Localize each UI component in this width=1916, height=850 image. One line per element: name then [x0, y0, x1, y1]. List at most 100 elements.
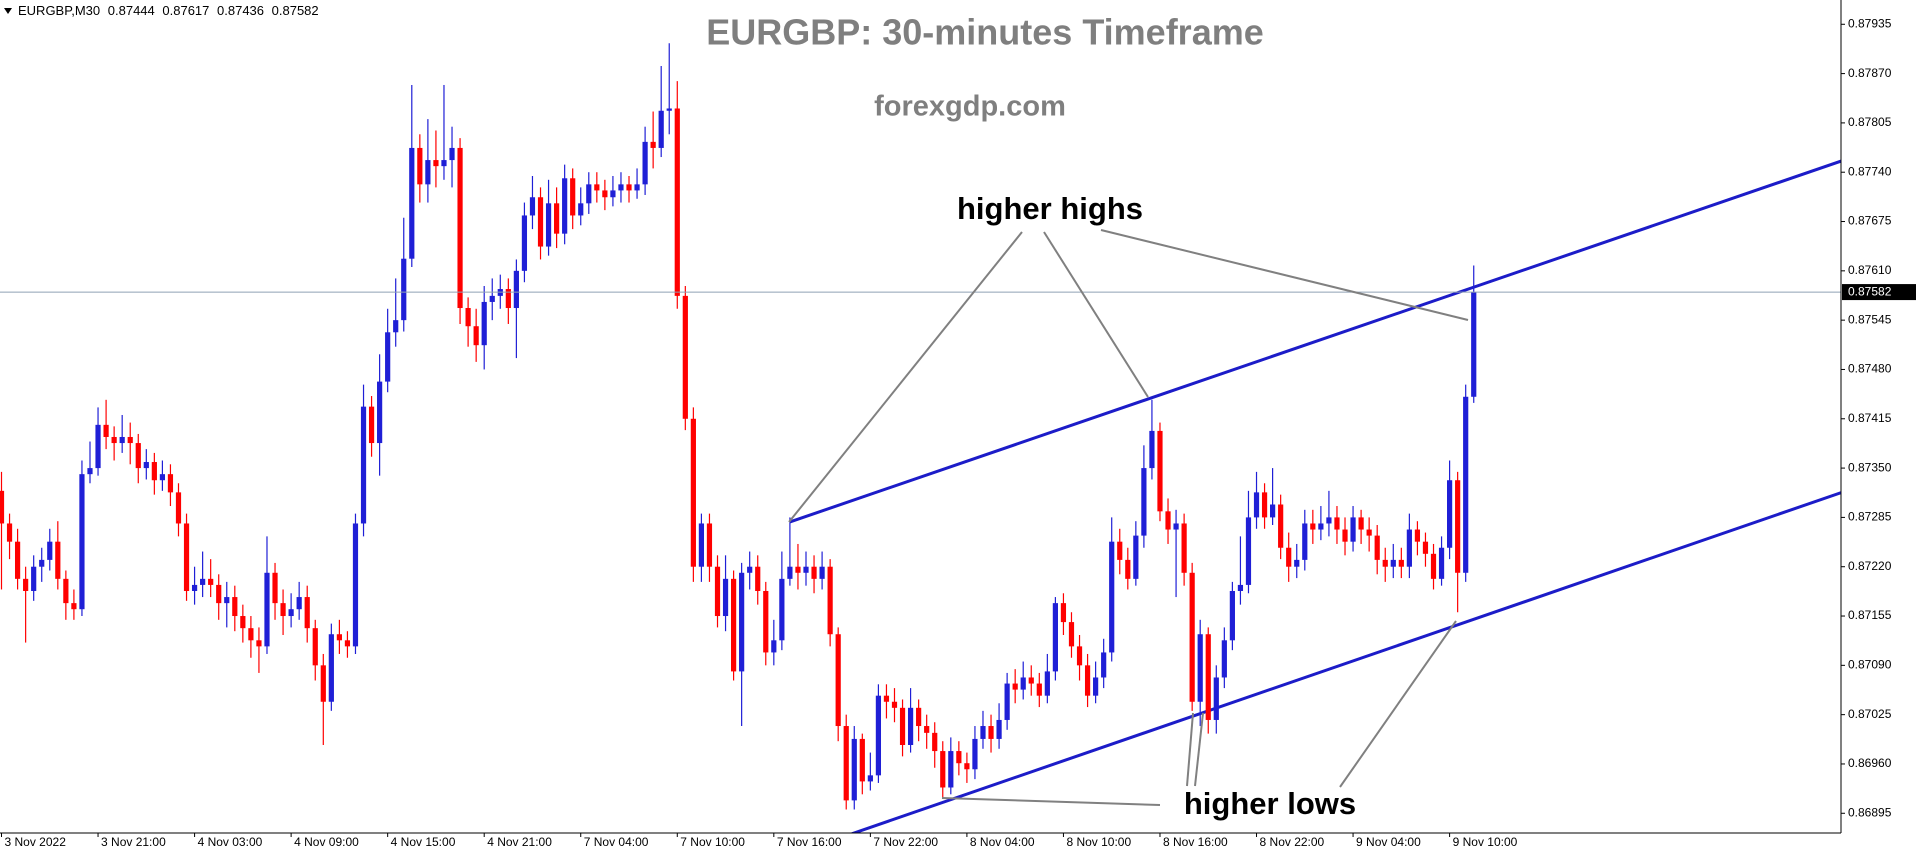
candle-body — [95, 424, 101, 469]
candle-body — [328, 634, 334, 702]
chart-subtitle: forexgdp.com — [874, 91, 1066, 123]
candle-body — [1173, 523, 1179, 530]
y-tick-label: 0.87935 — [1848, 16, 1892, 30]
candle-body — [71, 603, 77, 610]
pointer-line — [788, 231, 1023, 523]
candle-body — [1221, 640, 1227, 678]
candle-body — [320, 665, 326, 702]
candle-body — [200, 578, 206, 585]
candle-body — [14, 541, 21, 579]
candle-body — [336, 634, 342, 641]
y-tick-label: 0.87675 — [1848, 214, 1892, 228]
y-tick-label: 0.87350 — [1848, 460, 1892, 474]
candle-body — [1213, 677, 1219, 720]
chart-title: EURGBP: 30-minutes Timeframe — [706, 12, 1264, 53]
candle-body — [103, 424, 109, 437]
candle-body — [1261, 492, 1268, 518]
candle-body — [312, 628, 318, 666]
candle-body — [1189, 572, 1195, 702]
y-tick-label: 0.87480 — [1848, 362, 1892, 376]
candle-body — [280, 603, 286, 617]
candle-body — [1294, 559, 1300, 567]
x-tick-label: 4 Nov 09:00 — [294, 835, 359, 849]
candle-body — [23, 578, 29, 591]
candle-body — [39, 559, 45, 567]
candle-body — [570, 178, 576, 216]
pointer-line — [941, 797, 1161, 806]
pointer-line — [1194, 712, 1204, 787]
candle-body — [1438, 547, 1445, 579]
candle-body — [240, 616, 246, 629]
candle-body — [1414, 529, 1421, 542]
x-tick-label: 7 Nov 10:00 — [680, 835, 745, 849]
candle-body — [63, 578, 69, 604]
candle-body — [1229, 590, 1235, 641]
candle-body — [1326, 517, 1332, 524]
candle-body — [988, 726, 994, 739]
x-tick-label: 9 Nov 10:00 — [1453, 835, 1518, 849]
menu-arrow — [4, 8, 12, 14]
candle-body — [288, 609, 294, 617]
candle-body — [891, 701, 898, 708]
x-tick-label: 4 Nov 15:00 — [391, 835, 456, 849]
pointer-line — [1043, 231, 1149, 398]
candle-body — [1060, 603, 1067, 623]
candle-body — [393, 320, 399, 333]
info-low: 0.87436 — [217, 3, 264, 18]
candle-body — [1237, 584, 1244, 591]
x-tick-label: 7 Nov 16:00 — [777, 835, 842, 849]
x-tick-label: 4 Nov 03:00 — [198, 835, 263, 849]
candle-body — [1390, 559, 1396, 567]
candle-body — [755, 566, 761, 591]
candle-body — [191, 584, 198, 591]
candle-body — [1028, 677, 1034, 684]
candle-body — [948, 751, 954, 788]
y-tick-label: 0.87285 — [1848, 510, 1892, 524]
candle-body — [1093, 677, 1099, 696]
x-tick-label: 8 Nov 04:00 — [970, 835, 1035, 849]
candle-body — [907, 707, 914, 745]
y-tick-label: 0.87870 — [1848, 66, 1892, 80]
candle-body — [521, 215, 528, 271]
candle-body — [31, 566, 37, 591]
annotation-text: higher lows — [1184, 786, 1356, 821]
candle-body — [1422, 541, 1429, 554]
info-close: 0.87582 — [272, 3, 319, 18]
trend-line — [789, 159, 1841, 524]
candle-body — [763, 590, 769, 653]
candle-body — [899, 707, 906, 745]
y-tick-label: 0.87025 — [1848, 707, 1892, 721]
candle-body — [819, 566, 825, 579]
candle-body — [1141, 468, 1147, 536]
candle-body — [859, 738, 865, 782]
candle-body — [1165, 511, 1171, 530]
candle-body — [545, 203, 552, 247]
candle-body — [1012, 683, 1018, 690]
candle-body — [216, 584, 222, 604]
candle-body — [449, 147, 455, 161]
candle-body — [1036, 683, 1042, 696]
candle-body — [127, 436, 133, 444]
candle-body — [843, 726, 849, 801]
candle-body — [1447, 480, 1453, 548]
candle-body — [1310, 523, 1316, 530]
candle-body — [135, 443, 141, 469]
candle-body — [529, 197, 536, 216]
candle-body — [111, 436, 117, 444]
candle-body — [674, 108, 680, 296]
x-tick-label: 7 Nov 04:00 — [584, 835, 649, 849]
candle-body — [87, 468, 93, 475]
x-tick-label: 4 Nov 21:00 — [487, 835, 552, 849]
candle-body — [360, 406, 367, 524]
x-tick-label: 8 Nov 16:00 — [1163, 835, 1228, 849]
candle-body — [433, 160, 439, 167]
y-tick-label: 0.87805 — [1848, 115, 1892, 129]
candle-body — [1270, 504, 1276, 518]
candle-body — [578, 203, 584, 216]
candle-body — [151, 462, 157, 481]
candle-body — [1117, 541, 1123, 560]
candle-body — [642, 141, 648, 185]
candle-body — [232, 597, 238, 617]
